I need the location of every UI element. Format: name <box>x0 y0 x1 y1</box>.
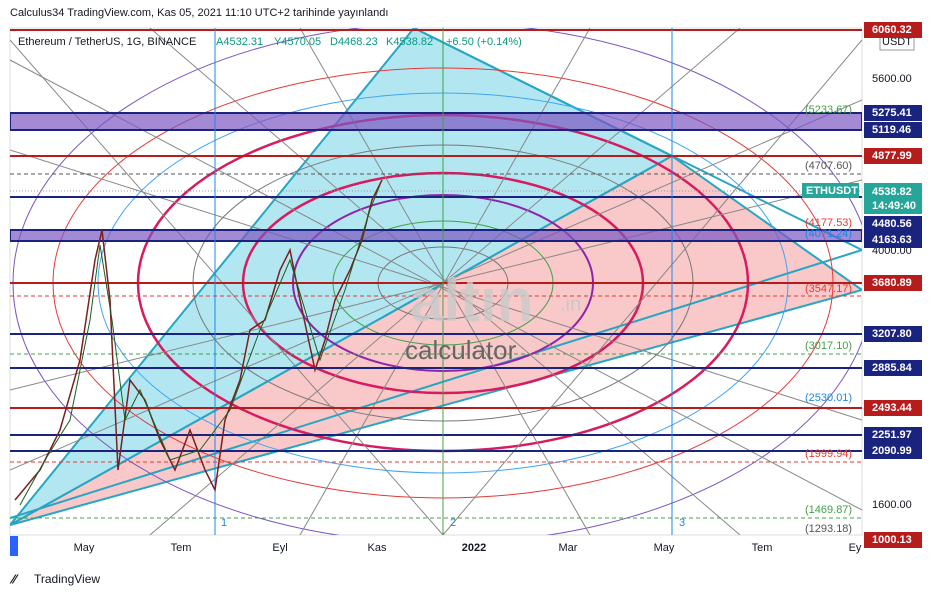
ohlc-change: +6.50 (+0.14%) <box>446 36 522 48</box>
price-box-label: 2090.99 <box>872 445 912 457</box>
symbol: Ethereum / TetherUS, 1G, BINANCE <box>18 36 196 48</box>
fib-label: (4071.24) <box>805 228 852 240</box>
footer-brand: TradingView <box>34 572 100 586</box>
ohlc-open: A4532.31 <box>216 36 263 48</box>
price-box <box>864 443 922 459</box>
watermark-brand: altın <box>410 267 533 334</box>
price-label: 5600.00 <box>872 73 912 85</box>
marker: 2 <box>450 517 456 529</box>
countdown: 14:49:40 <box>872 200 916 212</box>
last-price-box <box>864 183 922 214</box>
time-label: May <box>654 542 675 554</box>
price-box <box>864 216 922 232</box>
zone-band <box>10 229 862 242</box>
trend-line <box>10 249 862 519</box>
currency: USDT <box>882 36 912 48</box>
price-box-label: 5119.46 <box>872 124 911 136</box>
price-box-label: 4877.99 <box>872 150 912 162</box>
price-label: 1600.00 <box>872 499 912 511</box>
price-box-label: 3680.89 <box>872 277 912 289</box>
price-box-label: 1000.13 <box>872 534 912 546</box>
price-box <box>864 427 922 443</box>
scroll-handle <box>10 536 18 556</box>
marker: 1 <box>221 517 227 529</box>
watermark-tld: .in <box>560 293 581 315</box>
ohlc-close: K4538.82 <box>386 36 433 48</box>
price-box <box>864 122 922 138</box>
fib-label: (4177.53) <box>805 217 852 229</box>
price-series <box>19 184 381 506</box>
fib-label: (5233.67) <box>805 104 852 116</box>
fib-label: (1293.18) <box>805 523 852 535</box>
footer-logo: ⁄⁄ <box>9 571 19 586</box>
legend: Ethereum / TetherUS, 1G, BINANCE A4532.3… <box>18 36 522 48</box>
publish-header: Calculus34 TradingView.com, Kas 05, 2021… <box>10 7 388 19</box>
time-label: Kas <box>368 542 387 554</box>
price-box <box>864 105 922 121</box>
price-box <box>864 532 922 548</box>
time-axis: May Tem Eyl Kas 2022 Mar May Tem Ey <box>10 536 862 556</box>
fib-label: (4707.60) <box>805 160 852 172</box>
price-box-label: 5275.41 <box>872 107 912 119</box>
price-series <box>14 179 383 501</box>
price-box <box>864 326 922 342</box>
price-box-label: 6060.32 <box>872 24 912 36</box>
time-label: Ey <box>849 542 862 554</box>
price-box <box>864 232 922 248</box>
time-label: Eyl <box>272 542 287 554</box>
time-label: May <box>74 542 95 554</box>
price-box <box>864 360 922 376</box>
price-box <box>864 400 922 416</box>
footer: ⁄⁄ TradingView <box>9 571 100 586</box>
fib-label: (3017.10) <box>805 340 852 352</box>
price-box <box>864 22 922 38</box>
time-label: 2022 <box>462 542 486 554</box>
watermark-sub: calculator <box>405 335 517 365</box>
symbol-tag <box>802 183 859 198</box>
price-box-label: 2251.97 <box>872 429 912 441</box>
price-box-label: 4480.56 <box>872 218 912 230</box>
chart-area: altın .in calculator Ethereum / TetherUS… <box>9 27 863 536</box>
trend-line <box>413 28 862 251</box>
price-box <box>864 148 922 164</box>
ohlc-low: D4468.23 <box>330 36 378 48</box>
price-box-label: 3207.80 <box>872 328 912 340</box>
price-box-label: 2493.44 <box>872 402 913 414</box>
zone-band <box>10 112 862 131</box>
markers: 1 2 3 <box>221 517 685 529</box>
fib-labels: (5233.67) (4707.60) (4177.53) (4071.24) … <box>805 104 852 535</box>
fib-lines <box>10 173 862 519</box>
fib-label: (3547.17) <box>805 283 852 295</box>
price-box-label: 2885.84 <box>872 362 913 374</box>
ohlc-high: Y4570.05 <box>274 36 321 48</box>
vertical-lines <box>214 28 673 535</box>
level-lines <box>10 29 862 452</box>
last-symbol: ETHUSDT <box>806 185 858 197</box>
last-price: 4538.82 <box>872 186 912 198</box>
time-label: Mar <box>559 542 578 554</box>
price-box <box>864 275 922 291</box>
price-box-label: 4163.63 <box>872 234 912 246</box>
drawings <box>10 28 862 535</box>
price-axis: USDT 5600.00 4000.00 1600.00 5275.415119… <box>802 22 922 548</box>
fib-label: (1999.94) <box>805 448 852 460</box>
time-label: Tem <box>752 542 773 554</box>
fib-label: (2530.01) <box>805 392 852 404</box>
marker: 3 <box>679 517 685 529</box>
time-label: Tem <box>171 542 192 554</box>
fib-label: (1469.87) <box>805 504 852 516</box>
